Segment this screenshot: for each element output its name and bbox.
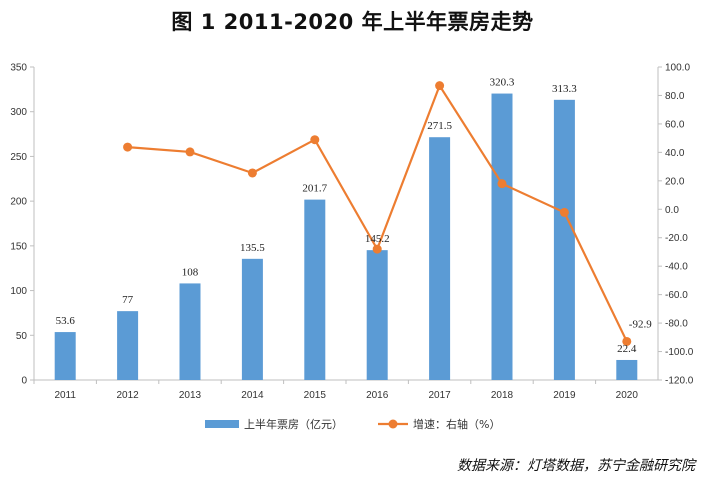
right-tick-label: 100.0	[665, 63, 690, 74]
bar-value-label: 108	[182, 266, 199, 278]
legend: 上半年票房（亿元） 增速：右轴（%）	[205, 417, 500, 431]
growth-point	[185, 147, 195, 157]
legend-line-label: 增速：右轴（%）	[413, 417, 500, 431]
growth-point	[559, 207, 569, 217]
bar	[241, 258, 263, 380]
bar	[616, 359, 638, 380]
bar	[429, 137, 451, 380]
x-tick-label: 2020	[616, 390, 639, 401]
line-series	[123, 81, 632, 346]
right-tick-label: -20.0	[665, 233, 688, 244]
growth-point	[310, 135, 320, 145]
bar-value-label: 145.2	[365, 233, 390, 245]
legend-bar-swatch	[205, 420, 239, 428]
right-tick-label: -120.0	[665, 376, 694, 387]
bar-value-label: 313.3	[552, 83, 577, 95]
bar	[366, 250, 388, 380]
bar	[491, 93, 513, 380]
axes: 0 50 100 150 200 250 300 350 -120.0 -100.0 -80.0 -6…	[10, 63, 693, 402]
growth-point	[247, 168, 257, 178]
left-tick-label: 0	[21, 376, 27, 387]
bar-value-label: 201.7	[302, 183, 327, 195]
right-tick-label: 80.0	[665, 91, 685, 102]
bar-value-label: 77	[122, 294, 134, 306]
growth-point	[622, 336, 632, 346]
right-tick-label: -100.0	[665, 347, 694, 358]
x-tick-label: 2013	[179, 390, 202, 401]
bar-series	[54, 93, 638, 380]
x-tick-label: 2011	[54, 390, 76, 401]
left-tick-label: 300	[10, 107, 27, 118]
x-tick-label: 2012	[116, 390, 139, 401]
x-tick-label: 2016	[366, 390, 389, 401]
bar-value-label: 271.5	[427, 120, 452, 132]
x-tick-label: 2015	[304, 390, 327, 401]
left-tick-label: 200	[10, 197, 27, 208]
left-tick-label: 350	[10, 63, 27, 74]
bar	[179, 283, 201, 380]
right-tick-label: 60.0	[665, 119, 685, 130]
data-labels: 53.6 77 108 135.5 201.7 145.2 271.5 320.3 313.3 2…	[56, 77, 653, 355]
left-tick-label: 100	[10, 286, 27, 297]
growth-point	[123, 142, 133, 152]
x-tick-label: 2018	[491, 390, 514, 401]
left-tick-label: 250	[10, 152, 27, 163]
growth-point	[497, 179, 507, 189]
chart-title: 图 1 2011-2020 年上半年票房走势	[171, 10, 534, 34]
bar-value-label: 135.5	[240, 242, 265, 254]
growth-point	[372, 244, 382, 254]
line-value-label: -92.9	[629, 318, 652, 330]
x-tick-label: 2014	[241, 390, 264, 401]
bar-value-label: 320.3	[490, 77, 515, 89]
bar	[304, 199, 326, 380]
left-tick-label: 50	[16, 331, 28, 342]
x-tick-label: 2019	[553, 390, 576, 401]
right-tick-label: 20.0	[665, 176, 685, 187]
legend-bar-label: 上半年票房（亿元）	[244, 417, 343, 431]
left-tick-label: 150	[10, 241, 27, 252]
right-tick-label: 0.0	[665, 205, 679, 216]
right-tick-label: 40.0	[665, 148, 685, 159]
bar	[54, 332, 76, 380]
right-tick-label: -40.0	[665, 262, 688, 273]
growth-point	[435, 81, 445, 91]
source-note: 数据来源：灯塔数据，苏宁金融研究院	[457, 458, 695, 474]
x-tick-label: 2017	[428, 390, 451, 401]
bar-value-label: 22.4	[617, 343, 637, 355]
bar-value-label: 53.6	[56, 315, 76, 327]
bar	[553, 99, 575, 380]
bar	[117, 311, 139, 380]
legend-line-marker	[388, 419, 398, 429]
right-tick-label: -80.0	[665, 319, 688, 330]
right-tick-label: -60.0	[665, 290, 688, 301]
